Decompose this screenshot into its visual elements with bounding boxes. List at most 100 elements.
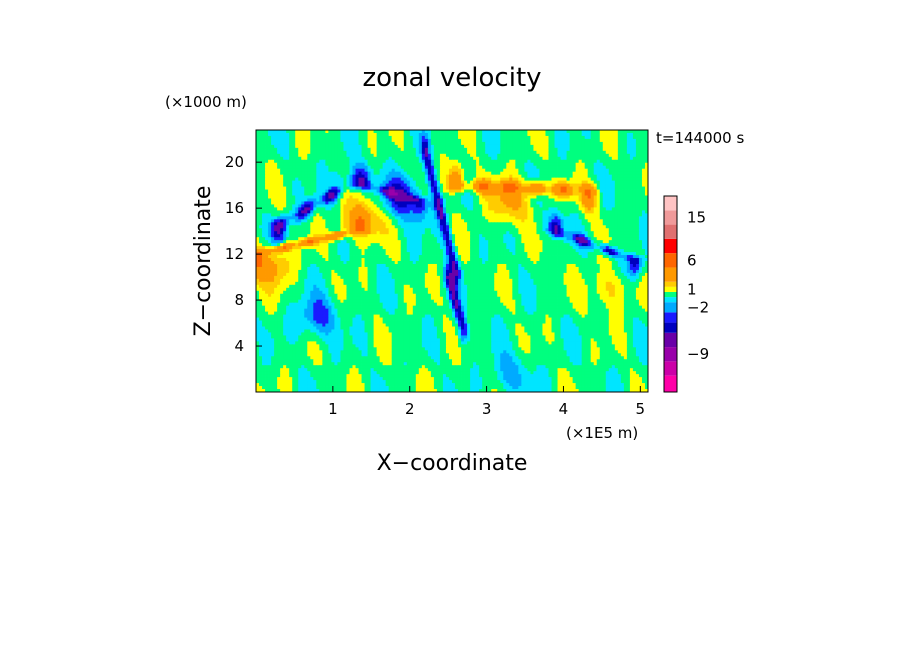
field-cell	[452, 186, 456, 190]
field-cell	[307, 207, 311, 211]
field-cell	[400, 192, 405, 196]
field-cell	[479, 132, 483, 137]
field-cell	[319, 213, 323, 217]
field-cell	[551, 198, 555, 202]
field-cell	[605, 240, 610, 244]
field-cell	[265, 243, 269, 247]
field-cell	[340, 162, 344, 167]
field-cell	[530, 213, 534, 217]
field-cell	[406, 168, 411, 173]
field-cell	[271, 177, 275, 182]
field-cell	[283, 216, 287, 220]
field-cell	[512, 231, 516, 235]
field-cell	[445, 171, 450, 176]
field-cell	[286, 156, 290, 161]
field-cell	[575, 222, 580, 226]
field-cell	[458, 165, 462, 170]
field-cell	[430, 147, 435, 152]
field-cell	[482, 171, 486, 176]
field-cell	[409, 210, 414, 214]
field-cell	[590, 138, 595, 143]
field-cell	[328, 216, 332, 220]
field-cell	[614, 234, 619, 238]
field-cell	[307, 189, 311, 193]
field-cell	[635, 186, 640, 190]
field-cell	[319, 210, 323, 214]
field-cell	[391, 144, 396, 149]
field-cell	[563, 130, 567, 134]
field-cell	[578, 132, 583, 137]
field-cell	[569, 210, 574, 214]
field-cell	[412, 198, 417, 202]
field-cell	[566, 210, 570, 214]
field-cell	[560, 156, 564, 161]
field-cell	[388, 186, 393, 190]
field-cell	[319, 159, 323, 164]
field-cell	[611, 156, 616, 161]
field-cell	[319, 150, 323, 155]
field-cell	[566, 162, 570, 167]
field-cell	[304, 138, 308, 143]
field-cell	[509, 213, 513, 217]
field-cell	[626, 183, 631, 187]
field-cell	[436, 174, 441, 179]
field-cell	[638, 162, 643, 167]
field-cell	[268, 219, 272, 223]
field-cell	[599, 240, 604, 244]
field-cell	[590, 144, 595, 149]
field-cell	[346, 192, 350, 196]
field-cell	[584, 237, 589, 241]
field-cell	[626, 171, 631, 176]
field-cell	[361, 189, 365, 193]
field-cell	[590, 192, 595, 196]
field-cell	[533, 207, 537, 211]
field-cell	[557, 204, 561, 208]
field-cell	[608, 237, 613, 241]
field-cell	[524, 130, 528, 134]
field-cell	[461, 135, 465, 140]
field-cell	[358, 168, 362, 173]
field-cell	[512, 204, 516, 208]
field-cell	[412, 183, 417, 187]
field-cell	[587, 192, 592, 196]
field-cell	[319, 135, 323, 140]
field-cell	[569, 165, 574, 170]
field-cell	[488, 189, 492, 193]
field-cell	[488, 162, 492, 167]
field-cell	[280, 183, 284, 187]
field-cell	[271, 156, 275, 161]
field-cell	[271, 228, 275, 232]
field-cell	[286, 228, 290, 232]
field-cell	[427, 159, 432, 164]
field-cell	[620, 165, 625, 170]
field-cell	[391, 204, 396, 208]
field-cell	[476, 144, 480, 149]
field-cell	[304, 192, 308, 196]
field-cell	[557, 201, 561, 205]
field-cell	[361, 156, 365, 161]
field-cell	[530, 165, 534, 170]
field-cell	[452, 210, 456, 214]
field-cell	[367, 216, 371, 220]
field-cell	[445, 156, 450, 161]
field-cell	[521, 144, 525, 149]
field-cell	[262, 171, 266, 176]
field-cell	[464, 177, 468, 182]
field-cell	[367, 144, 371, 149]
field-cell	[340, 186, 344, 190]
field-cell	[262, 189, 266, 193]
field-cell	[301, 228, 305, 232]
field-cell	[557, 207, 561, 211]
field-cell	[569, 219, 574, 223]
field-cell	[397, 213, 402, 217]
field-cell	[280, 147, 284, 152]
field-cell	[436, 183, 441, 187]
field-cell	[512, 159, 516, 164]
field-cell	[575, 225, 580, 229]
field-cell	[524, 186, 528, 190]
field-cell	[581, 168, 586, 173]
field-cell	[626, 147, 631, 152]
field-cell	[602, 183, 607, 187]
field-cell	[578, 168, 583, 173]
field-cell	[554, 198, 558, 202]
